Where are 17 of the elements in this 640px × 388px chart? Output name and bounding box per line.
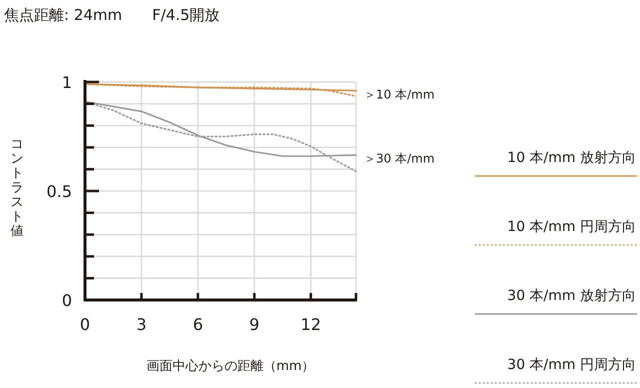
text: 10 本/mm 円周方向 xyxy=(507,219,636,235)
x-axis-title: 画面中心からの距離（mm） xyxy=(146,358,315,374)
y-tick-label: 1 xyxy=(62,73,72,92)
text: 30 本/mm 円周方向 xyxy=(507,357,636,373)
x-tick-label: 0 xyxy=(80,315,90,334)
y-axis-title: コントラスト値 xyxy=(10,137,24,239)
x-tick-label: 6 xyxy=(192,315,204,334)
x-tick-label: 12 xyxy=(300,315,322,334)
x-tick-label: 3 xyxy=(136,315,147,334)
text: 10 本/mm 放射方向 xyxy=(507,150,636,166)
annotation: ＞30 本/mm xyxy=(364,152,435,166)
annotation: ＞10 本/mm xyxy=(364,88,435,102)
y-tick-label: 0 xyxy=(62,291,72,310)
x-tick-label: 9 xyxy=(249,315,260,334)
y-tick-label: 0.5 xyxy=(46,182,72,201)
text: 30 本/mm 放射方向 xyxy=(507,288,636,304)
chart-title: 焦点距離: 24mm F/4.5開放 xyxy=(4,6,220,24)
